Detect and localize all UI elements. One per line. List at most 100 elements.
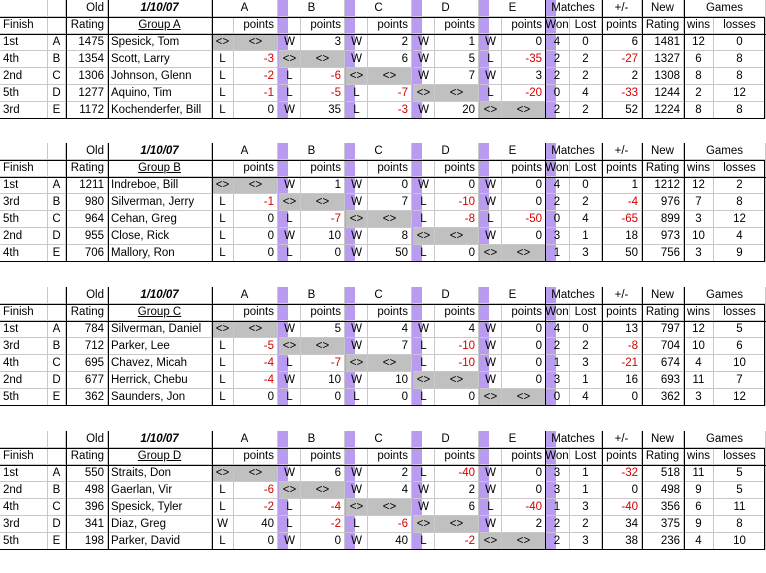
wins-header: wins: [684, 304, 714, 321]
plus-minus-points: -32: [602, 465, 642, 482]
table-row: 1st A 1475 Spesick, Tom <> <> W 3 W 2 W 1 W 0 4 0 6 1481 1…: [0, 34, 766, 51]
matches-lost: 2: [570, 51, 602, 68]
match-points: 40: [368, 533, 412, 550]
matches-won: 4: [545, 177, 570, 194]
finish-place: 3rd: [0, 516, 48, 533]
match-points: 8: [368, 228, 412, 245]
column-separator: [412, 499, 422, 516]
match-result: W: [480, 338, 502, 355]
matches-won: 2: [545, 516, 570, 533]
column-divider: [108, 431, 109, 550]
match-result: L: [279, 355, 301, 372]
match-points: 50: [368, 245, 412, 262]
cell: [212, 448, 234, 465]
match-points: 6: [301, 465, 345, 482]
opponent-column-header: B: [279, 287, 345, 304]
column-separator: [278, 143, 288, 160]
column-separator: [278, 321, 288, 338]
points-header: points: [234, 160, 278, 177]
column-separator: [345, 372, 355, 389]
plus-minus-header: +/-: [602, 0, 642, 17]
column-separator: [412, 245, 422, 262]
points-header: points: [602, 160, 642, 177]
opponent-column-header: D: [413, 143, 479, 160]
player-name: Johnson, Glenn: [108, 68, 212, 85]
seed-letter: B: [48, 194, 66, 211]
column-separator: [546, 211, 556, 228]
seed-letter: D: [48, 85, 66, 102]
column-separator: [412, 321, 422, 338]
points-header: points: [368, 160, 412, 177]
match-result: W: [480, 465, 502, 482]
seed-letter: E: [48, 533, 66, 550]
match-points: -4: [234, 355, 278, 372]
column-separator: [345, 389, 355, 406]
games-losses: 8: [714, 516, 766, 533]
column-separator: [345, 0, 355, 17]
match-result: L: [346, 516, 368, 533]
lost-header: Lost: [570, 304, 602, 321]
match-points: -2: [435, 533, 479, 550]
match-points: 6: [435, 499, 479, 516]
column-separator: [345, 228, 355, 245]
matches-won: 0: [545, 85, 570, 102]
table-row: 2nd B 498 Gaerlan, Vir L -6 <> <> W 4 W 2 W 0 3 1 0 498 9 5: [0, 482, 766, 499]
player-name: Indreboe, Bill: [108, 177, 212, 194]
cell: [346, 17, 368, 34]
column-separator: [345, 194, 355, 211]
column-separator: [345, 287, 355, 304]
plus-minus-points: -33: [602, 85, 642, 102]
column-separator: [412, 211, 422, 228]
new-rating: 674: [642, 355, 684, 372]
cell: [48, 448, 66, 465]
column-separator: [412, 34, 422, 51]
match-result: <>: [480, 389, 502, 406]
match-points: 2: [368, 465, 412, 482]
points-header: points: [502, 160, 546, 177]
points-header: points: [301, 448, 345, 465]
column-separator: [479, 194, 489, 211]
match-points: 5: [301, 321, 345, 338]
match-result: L: [413, 194, 435, 211]
column-divider: [108, 0, 109, 119]
new-rating: 518: [642, 465, 684, 482]
match-result: W: [279, 533, 301, 550]
match-result: L: [212, 228, 234, 245]
plus-minus-points: 34: [602, 516, 642, 533]
group-name: Group C: [108, 304, 212, 321]
old-rating: 550: [66, 465, 108, 482]
match-result: W: [480, 355, 502, 372]
matches-header: Matches: [545, 287, 602, 304]
column-separator: [412, 304, 422, 321]
finish-place: 1st: [0, 465, 48, 482]
match-points: -10: [435, 194, 479, 211]
matches-lost: 3: [570, 355, 602, 372]
wins-header: wins: [684, 448, 714, 465]
games-wins: 11: [684, 372, 714, 389]
column-separator: [278, 431, 288, 448]
column-divider: [212, 143, 213, 262]
finish-place: 5th: [0, 533, 48, 550]
old-rating-header: Old: [66, 431, 108, 448]
match-result: L: [212, 245, 234, 262]
matches-header: Matches: [545, 431, 602, 448]
column-separator: [278, 389, 288, 406]
column-separator: [345, 245, 355, 262]
column-separator: [345, 465, 355, 482]
cell: [480, 17, 502, 34]
opponent-column-header: E: [480, 431, 546, 448]
table-row: 5th D 1277 Aquino, Tim L -1 L -5 L -7 <> <> L -20 0 4 -3…: [0, 85, 766, 102]
rating-header: Rating: [66, 160, 108, 177]
column-separator: [479, 287, 489, 304]
match-result: <>: [346, 355, 368, 372]
games-wins: 3: [684, 389, 714, 406]
match-points: <>: [234, 177, 278, 194]
match-result: <>: [413, 228, 435, 245]
opponent-column-header: C: [346, 143, 412, 160]
new-rating: 797: [642, 321, 684, 338]
column-separator: [278, 160, 288, 177]
player-name: Diaz, Greg: [108, 516, 212, 533]
column-separator: [546, 17, 556, 34]
finish-place: 5th: [0, 389, 48, 406]
games-losses: 2: [714, 177, 766, 194]
